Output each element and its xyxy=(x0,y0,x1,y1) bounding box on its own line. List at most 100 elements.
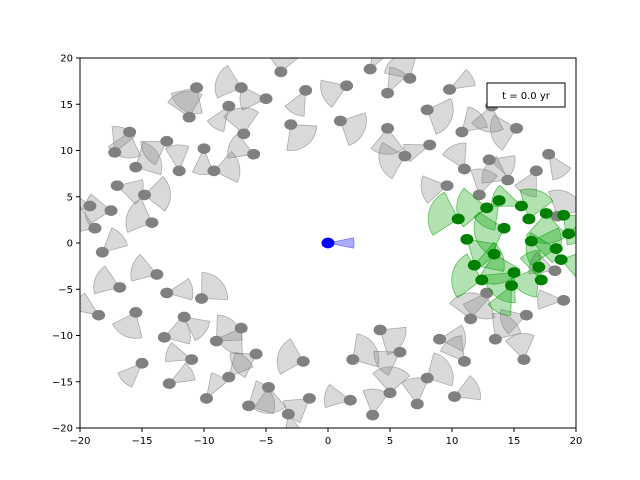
gray-body-marker xyxy=(519,309,533,321)
green-body-marker xyxy=(562,228,576,240)
gray-body-marker xyxy=(420,372,434,384)
gray-velocity-wedge xyxy=(323,383,352,409)
gray-body-marker xyxy=(234,322,248,334)
gray-velocity-wedge xyxy=(276,338,304,375)
green-velocity-wedge xyxy=(451,253,483,299)
time-annotation: t = 0.0 yr xyxy=(486,82,566,108)
green-body-marker xyxy=(534,274,548,286)
gray-body-marker xyxy=(548,265,562,277)
gray-velocity-wedge xyxy=(383,58,416,79)
x-axis: −20 −15 −10 −5 0 5 10 15 20 xyxy=(69,428,582,447)
gray-velocity-wedge xyxy=(140,140,168,166)
gray-velocity-wedge xyxy=(228,351,254,378)
x-tick-label: 15 xyxy=(508,436,521,447)
gray-body-marker xyxy=(501,174,515,186)
gray-body-marker xyxy=(457,163,471,175)
green-body-marker xyxy=(451,213,465,225)
gray-velocity-wedge xyxy=(93,265,121,295)
x-tick-label: −10 xyxy=(193,436,214,447)
gray-velocity-wedge xyxy=(379,326,407,356)
gray-body-marker xyxy=(281,408,295,420)
y-tick-label: −5 xyxy=(58,285,73,296)
green-velocity-wedge xyxy=(487,284,512,316)
x-tick-label: −15 xyxy=(131,436,152,447)
gray-body-marker xyxy=(145,217,159,228)
gray-body-marker xyxy=(398,150,412,162)
gray-body-marker xyxy=(410,398,424,410)
gray-body-marker xyxy=(381,122,395,134)
gray-velocity-wedge xyxy=(370,127,404,155)
gray-body-marker xyxy=(234,82,248,93)
y-tick-label: −20 xyxy=(52,424,73,435)
gray-velocity-wedge xyxy=(214,64,242,99)
gray-body-marker xyxy=(222,100,236,112)
gray-body-marker xyxy=(249,348,263,360)
gray-body-marker xyxy=(137,189,151,201)
gray-body-marker xyxy=(259,93,273,105)
gray-velocity-wedge xyxy=(490,114,518,151)
gray-velocity-wedge xyxy=(426,352,454,387)
gray-body-marker xyxy=(190,82,204,93)
gray-body-marker xyxy=(113,282,127,293)
gray-velocity-wedge xyxy=(378,141,406,180)
gray-body-marker xyxy=(299,85,313,96)
gray-body-marker xyxy=(383,387,397,399)
y-tick-label: −10 xyxy=(52,331,73,342)
green-body-marker xyxy=(505,280,519,291)
green-body-marker xyxy=(514,200,528,212)
gray-body-marker xyxy=(296,356,310,367)
green-body-marker xyxy=(554,254,568,265)
gray-velocity-wedge xyxy=(101,227,128,253)
gray-body-marker xyxy=(261,381,275,393)
gray-velocity-wedge xyxy=(213,151,241,184)
central-body-layer xyxy=(321,237,355,249)
green-body-marker xyxy=(497,222,511,234)
gray-body-marker xyxy=(440,180,454,191)
y-tick-label: −15 xyxy=(52,377,73,388)
gray-velocity-wedge xyxy=(439,335,465,363)
gray-body-marker xyxy=(95,246,109,258)
x-tick-label: 0 xyxy=(325,436,331,447)
gray-body-marker xyxy=(447,391,461,402)
gray-velocity-wedge xyxy=(286,124,318,151)
gray-body-marker xyxy=(363,63,377,75)
gray-body-marker xyxy=(247,148,261,160)
gray-velocity-wedge xyxy=(548,153,572,181)
gray-body-marker xyxy=(123,126,137,138)
green-body-marker xyxy=(487,248,501,260)
gray-body-marker xyxy=(182,111,196,123)
time-annotation-text: t = 0.0 yr xyxy=(502,91,551,102)
green-body-marker xyxy=(480,202,494,214)
green-body-marker xyxy=(524,235,538,247)
time-annotation-box xyxy=(486,82,566,108)
gray-body-marker xyxy=(340,80,354,92)
gray-body-marker xyxy=(135,357,149,369)
green-body-marker xyxy=(557,209,571,221)
gray-velocity-wedge xyxy=(164,144,190,172)
gray-body-marker xyxy=(346,354,360,365)
x-tick-label: 20 xyxy=(570,436,583,447)
gray-body-marker xyxy=(222,371,236,383)
gray-velocity-wedge xyxy=(125,198,153,233)
blue-velocity-wedge xyxy=(327,237,355,249)
gray-velocity-wedge xyxy=(505,333,535,361)
gray-body-marker xyxy=(209,335,223,347)
green-body-marker xyxy=(507,267,521,278)
gray-velocity-wedge xyxy=(167,90,203,118)
gray-body-marker xyxy=(110,180,124,191)
green-body-marker xyxy=(549,243,563,254)
gray-body-marker xyxy=(482,154,496,166)
green-body-marker xyxy=(532,261,546,273)
gray-body-marker xyxy=(185,354,199,365)
gray-body-marker xyxy=(443,84,457,95)
gray-body-marker xyxy=(207,165,221,177)
gray-velocity-wedge xyxy=(373,350,401,376)
gray-velocity-wedge xyxy=(229,352,257,379)
gray-body-marker xyxy=(157,332,171,343)
gray-velocity-wedge xyxy=(223,107,260,135)
gray-body-marker xyxy=(129,161,143,173)
gray-velocity-wedge xyxy=(470,168,498,196)
gray-body-marker xyxy=(237,128,251,140)
green-wedge-layer xyxy=(427,184,576,316)
